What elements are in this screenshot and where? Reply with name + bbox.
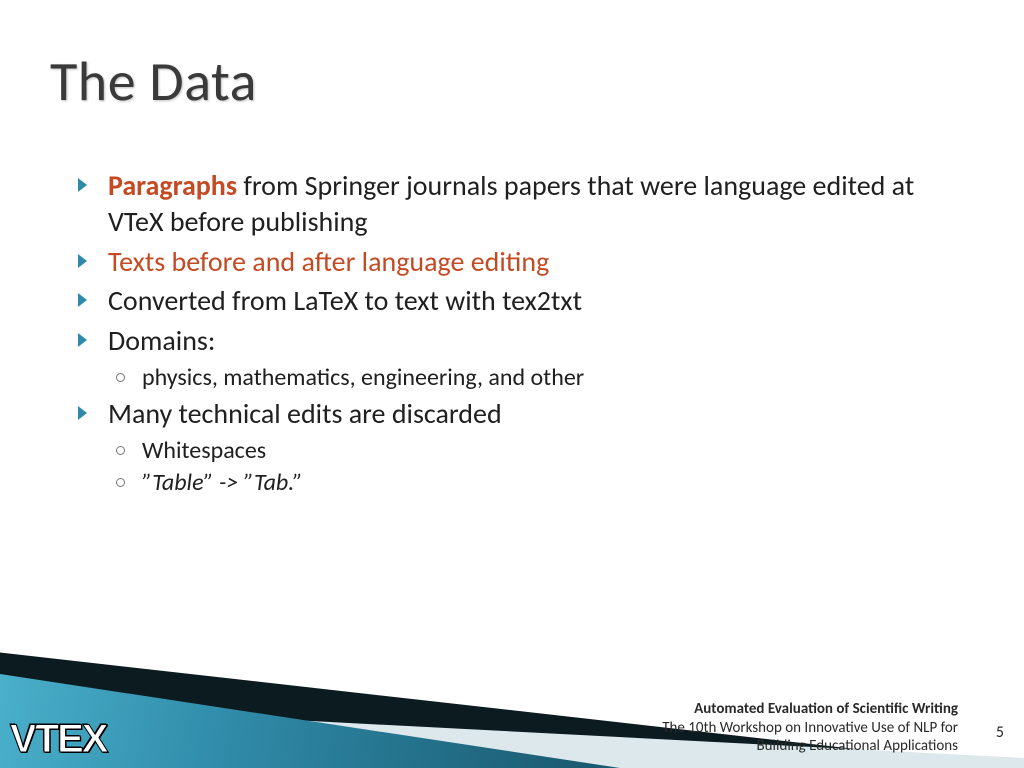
sub-bullet-item: Whitespaces [78,436,964,467]
circle-bullet-icon [116,446,125,455]
bullet-text: Texts before and after language editing [108,244,549,279]
sub-bullet-text: ”Table” -> ”Tab.” [142,468,303,497]
bullet-item-3: Converted from LaTeX to text with tex2tx… [78,283,964,319]
bullet-item-5: Many technical edits are discarded [78,396,964,432]
footer-text-block: Automated Evaluation of Scientific Writi… [662,700,958,756]
page-number: 5 [996,723,1004,742]
circle-bullet-icon [116,478,125,487]
bullet-text: Many technical edits are discarded [108,396,502,431]
sub-bullet-item: ”Table” -> ”Tab.” [78,468,964,499]
footer-title: Automated Evaluation of Scientific Writi… [662,700,958,719]
bullet-item-1: Paragraphs from Springer journals papers… [78,168,964,240]
slide-title: The Data [50,48,257,116]
triangle-bullet-icon [78,178,87,192]
triangle-bullet-icon [78,293,87,307]
sub-bullet-text: Whitespaces [142,436,266,465]
bullet-item-2: Texts before and after language editing [78,244,964,280]
bullet-text: Converted from LaTeX to text with tex2tx… [108,283,582,318]
slide: The Data Paragraphs from Springer journa… [0,0,1024,768]
vtex-logo: VTEX [10,717,106,762]
bullet-highlight: Paragraphs [108,168,237,203]
circle-bullet-icon [116,373,125,382]
triangle-bullet-icon [78,406,87,420]
sub-bullet-text: physics, mathematics, engineering, and o… [142,363,584,392]
triangle-bullet-icon [78,254,87,268]
bullet-list: Paragraphs from Springer journals papers… [78,168,964,501]
footer-subtitle-2: Building Educational Applications [662,737,958,756]
footer-subtitle-1: The 10th Workshop on Innovative Use of N… [662,719,958,738]
bullet-text: Domains: [108,323,215,358]
bullet-item-4: Domains: [78,323,964,359]
sub-bullet-item: physics, mathematics, engineering, and o… [78,363,964,394]
triangle-bullet-icon [78,333,87,347]
slide-footer: VTEX Automated Evaluation of Scientific … [0,658,1024,768]
